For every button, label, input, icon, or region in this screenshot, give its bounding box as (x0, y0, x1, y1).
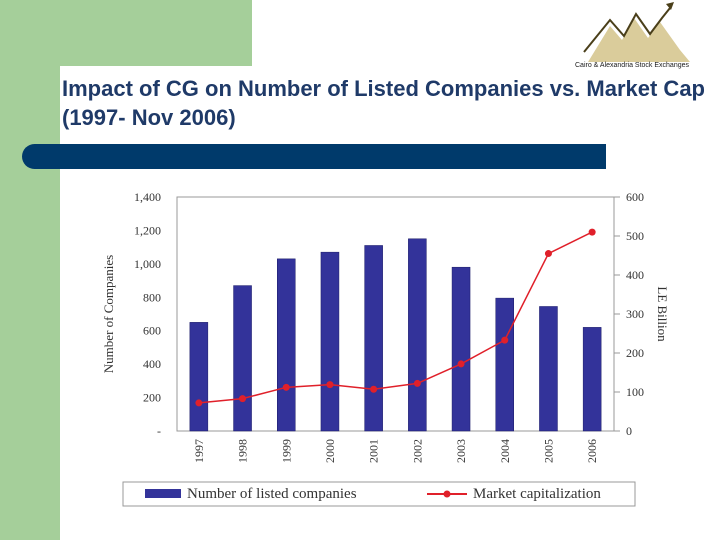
legend-frame (122, 481, 636, 507)
line-series (195, 228, 596, 407)
x-tick-label: 2004 (498, 439, 512, 463)
point-2000 (326, 381, 334, 389)
right-tick-label: 600 (626, 190, 644, 204)
point-2002 (413, 379, 421, 387)
logo-text: Cairo & Alexandria Stock Exchanges (575, 62, 690, 69)
bar-2004 (495, 297, 514, 432)
header-decoration (60, 0, 252, 66)
point-1999 (282, 383, 290, 391)
legend: Number of listed companies Market capita… (122, 481, 636, 507)
bar-series (189, 238, 602, 432)
left-tick-label: - (157, 424, 161, 438)
legend-line-dot (443, 490, 451, 498)
point-1997 (195, 399, 203, 407)
right-axis-ticks: 0 100 200 300 400 500 600 (614, 190, 644, 438)
point-2005 (544, 250, 552, 258)
market-cap-line (198, 231, 593, 404)
right-tick-label: 300 (626, 307, 644, 321)
legend-bar-label: Number of listed companies (187, 486, 357, 502)
left-axis-ticks: - 200 400 600 800 1,000 1,200 1,400 (134, 190, 161, 438)
x-tick-label: 1998 (236, 439, 250, 463)
bar-2000 (320, 251, 340, 432)
bar-2001 (364, 245, 383, 432)
point-2004 (501, 336, 509, 344)
x-tick-label: 1997 (192, 439, 206, 463)
left-axis-label: Number of Companies (101, 255, 116, 373)
point-2003 (457, 360, 465, 368)
left-tick-label: 200 (143, 391, 161, 405)
bar-1999 (277, 258, 296, 432)
slide-title: Impact of CG on Number of Listed Compani… (62, 76, 705, 130)
bar-2005 (539, 306, 558, 432)
x-tick-label: 2005 (541, 439, 555, 463)
bar-1998 (233, 285, 252, 432)
point-2006 (588, 228, 596, 236)
left-tick-label: 600 (143, 324, 161, 338)
bar-2002 (408, 238, 427, 432)
x-tick-label: 2006 (585, 439, 599, 463)
left-tick-label: 1,000 (134, 257, 161, 271)
title-divider (22, 144, 606, 169)
bar-2003 (451, 266, 471, 432)
legend-bar-swatch (145, 489, 181, 498)
legend-line-label: Market capitalization (473, 486, 601, 502)
sidebar-decoration (0, 0, 60, 540)
right-axis-label: LE Billion (655, 286, 670, 342)
plot-area-frame (176, 196, 615, 432)
right-tick-label: 100 (626, 385, 644, 399)
x-tick-label: 2002 (410, 439, 424, 463)
x-tick-label: 2000 (323, 439, 337, 463)
left-tick-label: 1,400 (134, 190, 161, 204)
x-tick-label: 2003 (454, 439, 468, 463)
bar-2006 (582, 327, 602, 432)
exchange-logo (583, 2, 690, 62)
left-tick-label: 800 (143, 290, 161, 304)
left-tick-label: 1,200 (134, 223, 161, 237)
right-tick-label: 0 (626, 424, 632, 438)
combo-chart: - 200 400 600 800 1,000 1,200 1,400 0 100 200 300 4… (101, 190, 670, 507)
point-1998 (239, 395, 247, 403)
point-2001 (370, 385, 378, 393)
right-tick-label: 200 (626, 346, 644, 360)
right-tick-label: 400 (626, 268, 644, 282)
bar-1997 (189, 322, 209, 432)
left-tick-label: 400 (143, 357, 161, 371)
x-tick-label: 1999 (279, 439, 293, 463)
x-axis-labels: 1997 1998 1999 2000 2001 2002 2003 2004 2005 2006 (192, 439, 599, 463)
x-tick-label: 2001 (367, 439, 381, 463)
right-tick-label: 500 (626, 229, 644, 243)
